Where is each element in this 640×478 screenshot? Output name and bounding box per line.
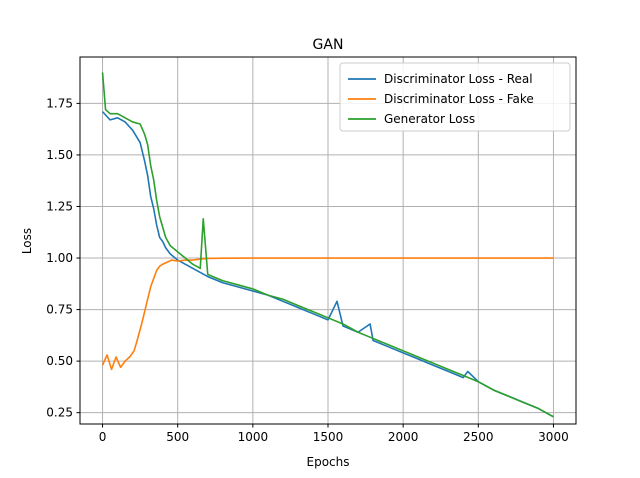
- chart-title: GAN: [313, 37, 344, 53]
- x-tick-label: 3000: [538, 430, 569, 444]
- x-axis-title: Epochs: [307, 455, 350, 469]
- series-group: [101, 72, 554, 418]
- y-tick-label: 0.50: [46, 354, 73, 368]
- x-tick-label: 2000: [388, 430, 419, 444]
- x-tick-label: 500: [166, 430, 189, 444]
- y-tick-label: 0.75: [46, 303, 73, 317]
- y-tick-label: 1.00: [46, 251, 73, 265]
- y-axis-title: Loss: [20, 228, 34, 254]
- legend-box: [339, 62, 571, 132]
- x-tick-label: 0: [99, 430, 107, 444]
- legend: Discriminator Loss - Real Discriminator L…: [339, 62, 571, 132]
- y-tick-label: 1.75: [46, 96, 73, 110]
- y-tick-label: 1.25: [46, 199, 73, 213]
- legend-label: Discriminator Loss - Real: [384, 72, 533, 86]
- x-tick-label: 1500: [313, 430, 344, 444]
- x-tick-label: 1000: [238, 430, 269, 444]
- series-line-3: [101, 72, 554, 418]
- ticks: 0 500 1000 1500 2000 2500 3000 0.25 0.50 0.75 1.00…: [46, 96, 568, 444]
- legend-label: Generator Loss: [384, 112, 475, 126]
- series-line-2: [101, 257, 554, 371]
- y-tick-label: 1.50: [46, 148, 73, 162]
- y-tick-label: 0.25: [46, 406, 73, 420]
- series-line-1: [101, 111, 554, 418]
- legend-label: Discriminator Loss - Fake: [384, 92, 534, 106]
- x-tick-label: 2500: [463, 430, 494, 444]
